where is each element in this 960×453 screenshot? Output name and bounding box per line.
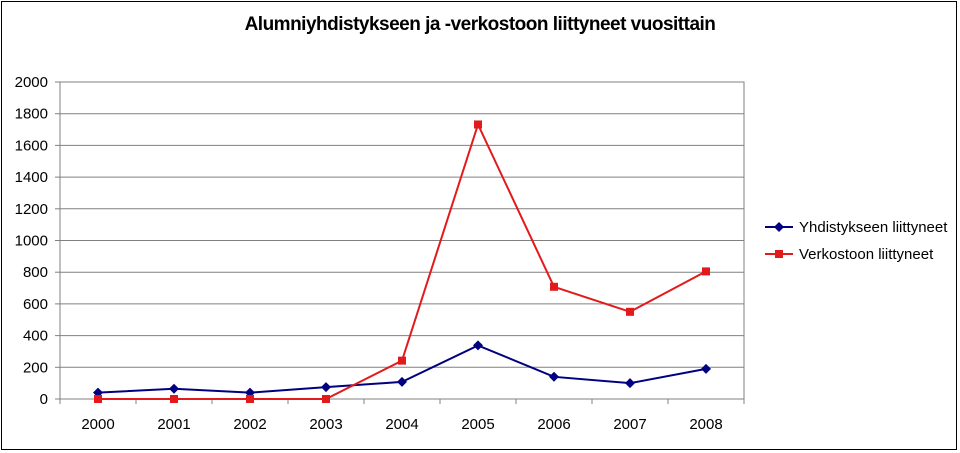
data-point-square [94, 395, 102, 403]
data-point-square [170, 395, 178, 403]
data-point-diamond [549, 371, 559, 382]
y-tick-label: 600 [23, 296, 48, 313]
legend-item: Yhdistykseen liittyneet [765, 219, 948, 236]
legend: Yhdistykseen liittyneet Verkostoon liitty… [765, 219, 948, 263]
x-tick-label: 2007 [613, 416, 646, 433]
data-point-diamond [169, 383, 179, 394]
data-point-square [474, 120, 482, 129]
y-tick-label: 1000 [15, 233, 48, 250]
y-tick-label: 200 [23, 359, 48, 376]
y-tick-label: 1200 [15, 201, 48, 218]
data-point-diamond [397, 376, 407, 387]
x-tick-label: 2000 [81, 416, 114, 433]
data-point-square [550, 282, 558, 291]
gridlines [60, 81, 744, 368]
data-point-square [775, 250, 783, 258]
series-verkostoon [94, 120, 710, 403]
x-tick-label: 2008 [689, 416, 722, 433]
x-tick-label: 2003 [309, 416, 342, 433]
data-point-square [702, 267, 710, 276]
x-tick-label: 2004 [385, 416, 418, 433]
x-tick-label: 2002 [233, 416, 266, 433]
data-point-diamond [321, 382, 331, 393]
y-tick-label: 0 [40, 391, 48, 408]
legend-label: Verkostoon liittyneet [799, 246, 934, 263]
data-point-diamond [701, 363, 711, 374]
data-point-diamond [625, 378, 635, 389]
y-tick-label: 1400 [15, 169, 48, 186]
x-tick-label: 2005 [461, 416, 494, 433]
y-tick-label: 1800 [15, 106, 48, 123]
legend-item: Verkostoon liittyneet [765, 246, 934, 263]
chart-title: Alumniyhdistykseen ja -verkostoon liitty… [244, 14, 716, 35]
series-yhdistykseen [93, 340, 711, 398]
y-tick-label: 400 [23, 328, 48, 345]
y-tick-label: 800 [23, 264, 48, 281]
x-tick-label: 2001 [157, 416, 190, 433]
y-axis: 0 200 400 600 800 1000 1200 1400 1600 1800 2000 [15, 74, 60, 408]
y-tick-label: 1600 [15, 137, 48, 154]
legend-label: Yhdistykseen liittyneet [799, 219, 948, 236]
data-point-diamond [774, 222, 784, 232]
data-point-square [626, 307, 634, 316]
data-point-square [322, 395, 330, 403]
data-point-square [246, 395, 254, 403]
y-tick-label: 2000 [15, 74, 48, 91]
x-tick-label: 2006 [537, 416, 570, 433]
data-point-diamond [473, 340, 483, 351]
series-layer [93, 120, 711, 403]
data-point-square [398, 356, 406, 365]
x-axis: 2000 2001 2002 2003 2004 2005 2006 2007 2008 [59, 398, 745, 433]
